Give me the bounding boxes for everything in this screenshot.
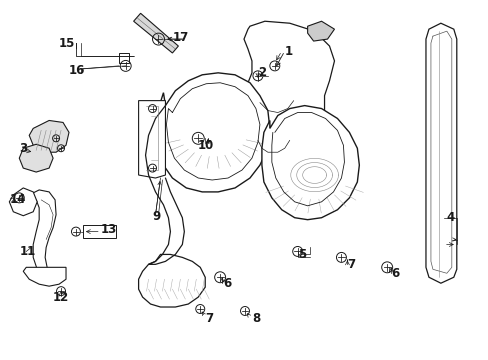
Polygon shape — [156, 73, 269, 192]
Text: 7: 7 — [346, 258, 355, 271]
Polygon shape — [138, 255, 205, 307]
Polygon shape — [133, 13, 178, 53]
Text: 6: 6 — [390, 267, 399, 280]
Text: 14: 14 — [9, 193, 26, 206]
Text: 15: 15 — [59, 37, 75, 50]
Polygon shape — [19, 144, 53, 172]
Polygon shape — [83, 225, 116, 238]
Polygon shape — [262, 105, 359, 220]
Text: 4: 4 — [446, 211, 454, 224]
Text: 2: 2 — [257, 66, 265, 79]
Text: 3: 3 — [19, 142, 27, 155]
Text: 5: 5 — [297, 248, 305, 261]
Text: 11: 11 — [19, 245, 36, 258]
Polygon shape — [29, 121, 69, 152]
Polygon shape — [119, 53, 128, 63]
Text: 1: 1 — [284, 45, 292, 58]
Text: 17: 17 — [172, 31, 188, 44]
Text: 6: 6 — [223, 277, 231, 290]
Text: 9: 9 — [152, 210, 161, 223]
Polygon shape — [425, 23, 456, 283]
Polygon shape — [9, 188, 37, 216]
Text: 12: 12 — [53, 291, 69, 303]
Polygon shape — [23, 267, 66, 286]
Text: 7: 7 — [205, 312, 213, 325]
Polygon shape — [29, 190, 59, 279]
Polygon shape — [138, 100, 165, 178]
Text: 13: 13 — [101, 223, 117, 236]
Text: 16: 16 — [69, 64, 85, 77]
Text: 8: 8 — [251, 312, 260, 325]
Polygon shape — [227, 21, 354, 200]
Polygon shape — [307, 21, 334, 41]
Text: 10: 10 — [197, 139, 213, 152]
